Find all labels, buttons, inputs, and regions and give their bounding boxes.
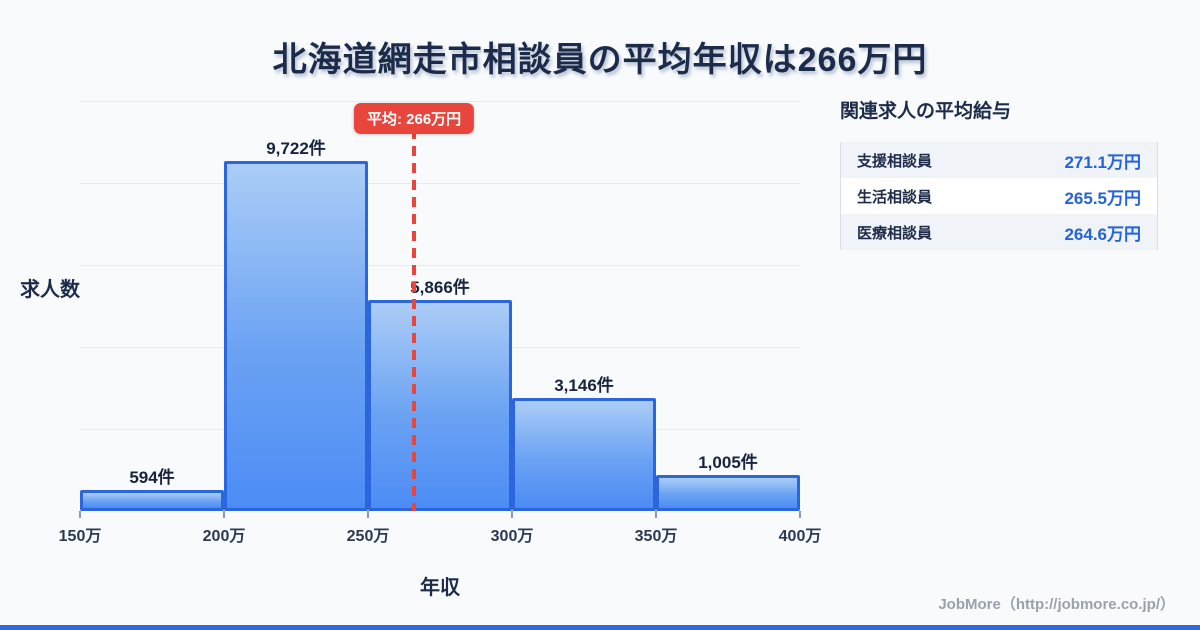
gridline: [80, 101, 800, 102]
x-axis-tick: [79, 511, 81, 518]
histogram-bar: [512, 397, 656, 511]
x-tick-label: 250万: [346, 528, 390, 545]
x-tick-label: 150万: [58, 528, 102, 545]
x-tick-label: 300万: [490, 528, 534, 545]
table-row: 支援相談員 271.1万円: [841, 142, 1157, 178]
histogram-bar: [80, 489, 224, 511]
page-title: 北海道網走市相談員の平均年収は266万円: [272, 41, 928, 79]
y-axis-label: 求人数: [20, 279, 80, 301]
x-axis-tick: [655, 511, 657, 518]
table-row: 生活相談員 265.5万円: [841, 178, 1157, 214]
histogram-bar: [368, 300, 512, 511]
bar-value-label: 3,146件: [554, 375, 614, 395]
bar-value-label: 1,005件: [698, 452, 758, 472]
bottom-accent-bar: [0, 625, 1200, 630]
gridline: [80, 183, 800, 184]
related-jobs-table: 支援相談員 271.1万円 生活相談員 265.5万円 医療相談員 264.6万…: [840, 142, 1158, 250]
related-jobs-heading: 関連求人の平均給与: [840, 101, 1012, 122]
histogram-bar: [224, 161, 368, 511]
salary-value: 264.6万円: [1064, 224, 1141, 244]
bar-value-label: 9,722件: [266, 139, 326, 159]
x-axis-tick: [511, 511, 513, 518]
salary-value: 271.1万円: [1064, 152, 1141, 172]
job-label: 生活相談員: [857, 188, 933, 206]
bar-value-label: 5,866件: [410, 278, 470, 298]
x-axis-tick: [223, 511, 225, 518]
x-axis-tick: [799, 511, 801, 518]
average-line: [412, 129, 417, 511]
x-axis-label: 年収: [420, 577, 460, 599]
histogram-bar: [656, 474, 800, 511]
jobmore-credit: JobMore（http://jobmore.co.jp/）: [938, 596, 1175, 613]
x-tick-label: 200万: [202, 528, 246, 545]
gridline: [80, 265, 800, 266]
x-tick-label: 400万: [778, 528, 822, 545]
job-label: 支援相談員: [857, 152, 933, 170]
salary-value: 265.5万円: [1064, 188, 1141, 208]
bar-value-label: 594件: [129, 467, 175, 487]
x-tick-label: 350万: [634, 528, 678, 545]
x-axis-tick: [367, 511, 369, 518]
table-row: 医療相談員 264.6万円: [841, 214, 1157, 250]
job-label: 医療相談員: [857, 224, 933, 242]
average-label-pill: 平均: 266万円: [353, 103, 475, 134]
